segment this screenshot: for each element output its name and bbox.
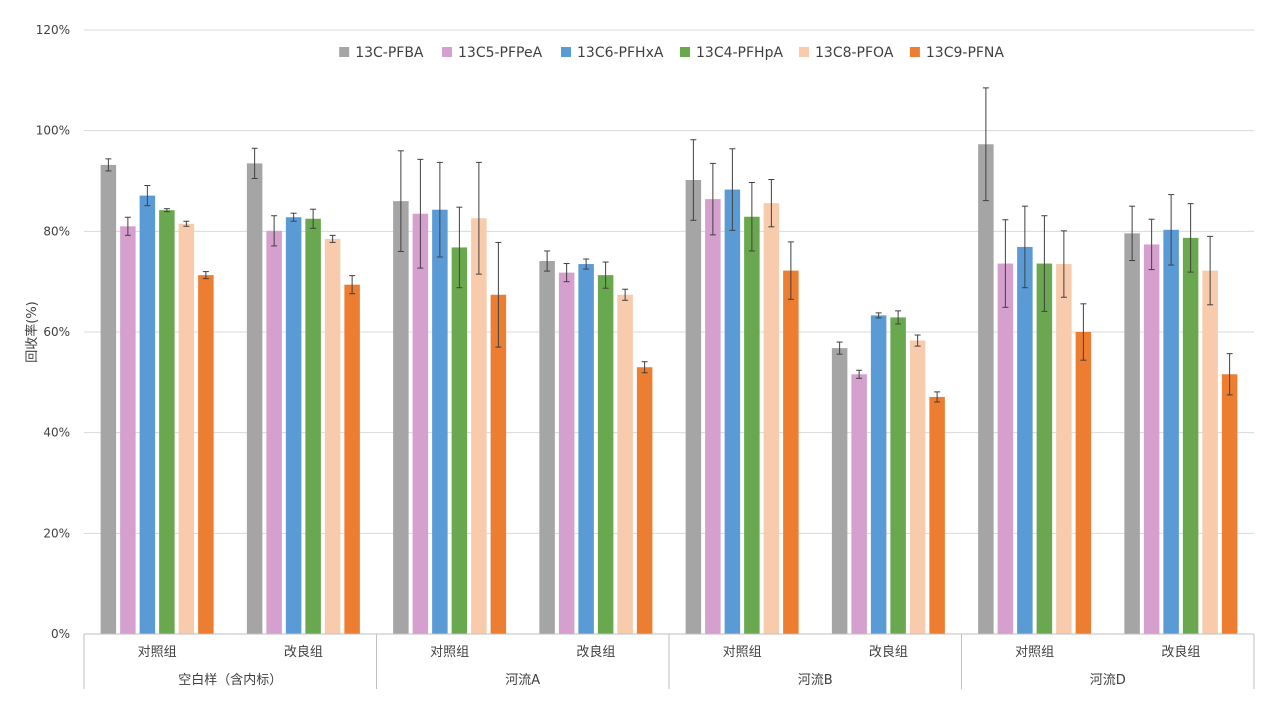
bar [1182,237,1199,635]
legend-entry: 13C-PFBA [355,45,424,61]
bar [1143,244,1160,635]
bar [783,270,799,634]
bar [1124,233,1140,634]
legend-entry: 13C8-PFOA [815,45,894,61]
legend-entry: 13C4-PFHpA [696,45,783,61]
legend-swatch [799,47,809,57]
y-axis-label: 回收率(%) [24,301,40,363]
bar [831,348,848,634]
legend-swatch [909,47,920,57]
x-subcategory-label: 对照组 [138,645,177,660]
x-group-label: 河流D [1090,673,1126,688]
legend-entry: 13C5-PFPeA [458,45,543,61]
bar [870,315,887,634]
x-subcategory-label: 改良组 [1161,644,1200,660]
bar [636,367,653,634]
y-tick-label: 120% [36,23,70,37]
y-tick-label: 0% [51,627,70,641]
bar [685,179,702,634]
bar [246,163,263,634]
bar [851,374,867,634]
bar [539,261,555,634]
bar [978,144,994,635]
legend-swatch [442,47,452,57]
bar [139,195,156,634]
legend: 13C-PFBA 13C5-PFPeA 13C6-PFHxA 13C4-PFHpA 13… [339,45,1004,61]
error-bars [105,87,1233,403]
x-group-label: 空白样（含内标） [178,672,282,688]
y-tick-label: 60% [43,325,70,339]
y-tick-label: 100% [36,124,70,138]
bar [705,199,721,634]
bar [597,275,614,634]
bar [997,263,1014,634]
x-subcategory-label: 改良组 [284,644,323,660]
legend-swatch [339,47,350,57]
legend-entry: 13C9-PFNA [926,45,1005,61]
bar [558,272,575,634]
bar [890,317,906,634]
bar [100,164,117,635]
bar [324,238,341,634]
legend-swatch [561,47,571,57]
bar [432,209,448,634]
x-subcategory-label: 对照组 [723,645,762,660]
y-axis-ticks: 0% 20% 40% 60% 80% 100% 120% [36,23,70,641]
bar [1017,246,1033,635]
bar [412,213,429,634]
x-group-label: 河流A [505,673,540,688]
bar [451,247,468,634]
bar [490,294,507,634]
bar [1221,374,1238,634]
bar [1056,264,1072,634]
x-subcategory-label: 改良组 [869,644,908,660]
bar [578,264,594,634]
bar [617,294,633,634]
x-subcategory-label: 对照组 [1015,645,1054,660]
bar [724,189,741,634]
bar [120,226,136,635]
bar [909,340,926,634]
legend-entry: 13C6-PFHxA [577,45,664,61]
x-subcategory-label: 对照组 [430,645,469,660]
bar [1202,270,1218,634]
y-tick-label: 20% [43,526,70,540]
bar [1163,229,1179,634]
bar [1075,332,1092,634]
bar [159,210,175,634]
bar [393,201,409,634]
bar [929,396,945,634]
bar [744,216,760,634]
y-tick-label: 40% [43,426,70,440]
bars [100,144,1238,635]
bar [471,218,487,634]
x-subcategory-label: 改良组 [576,644,615,660]
bar [1036,263,1053,634]
bar [305,218,321,634]
y-tick-label: 80% [43,224,70,238]
x-group-label: 河流B [798,673,833,688]
bar [198,275,214,634]
bar [763,203,780,634]
bar [178,223,195,635]
bar [266,230,282,634]
bar [285,217,302,635]
bar [344,284,360,634]
legend-swatch [680,47,690,57]
